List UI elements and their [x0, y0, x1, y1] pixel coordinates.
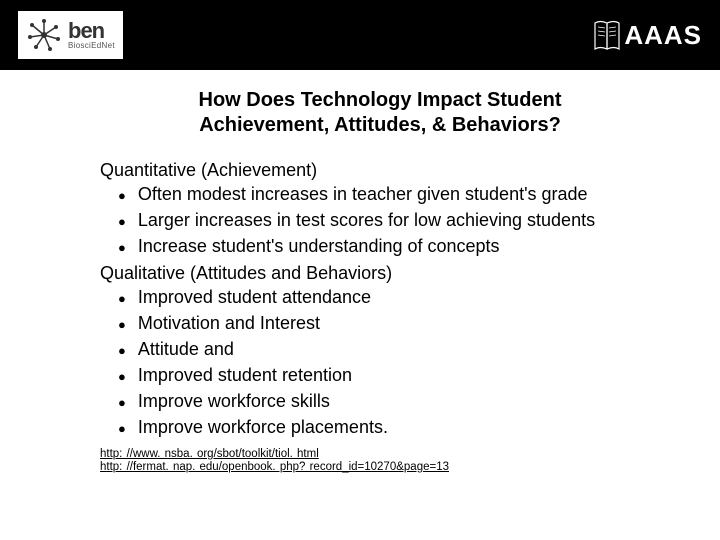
slide-content: How Does Technology Impact Student Achie…	[0, 70, 720, 473]
ben-logo: ben BiosciEdNet	[18, 11, 123, 59]
list-item-text: Larger increases in test scores for low …	[138, 210, 595, 231]
list-item: Improve workforce placements.	[100, 416, 660, 442]
list-item-text: Increase student's understanding of conc…	[138, 236, 500, 257]
aaas-book-icon	[594, 19, 620, 51]
list-item: Attitude and	[100, 338, 660, 364]
list-item: Improved student attendance	[100, 286, 660, 312]
list-item: Motivation and Interest	[100, 312, 660, 338]
list-item-text: Improve workforce skills	[138, 391, 330, 412]
list-item-text: Improved student attendance	[138, 287, 371, 308]
list-item: Increase student's understanding of conc…	[100, 235, 660, 261]
section1-list: Often modest increases in teacher given …	[100, 183, 660, 261]
ben-network-icon	[26, 17, 62, 53]
section2-heading: Qualitative (Attitudes and Behaviors)	[100, 263, 660, 284]
references: http: //www. nsba. org/sbot/toolkit/tiol…	[100, 448, 660, 473]
aaas-logo-text: AAAS	[624, 20, 702, 51]
list-item-text: Motivation and Interest	[138, 313, 320, 334]
reference-link[interactable]: http: //www. nsba. org/sbot/toolkit/tiol…	[100, 448, 660, 460]
list-item: Improve workforce skills	[100, 390, 660, 416]
section2-list: Improved student attendance Motivation a…	[100, 286, 660, 442]
aaas-logo: AAAS	[594, 19, 702, 51]
reference-link[interactable]: http: //fermat. nap. edu/openbook. php? …	[100, 461, 660, 473]
list-item-text: Often modest increases in teacher given …	[138, 184, 588, 205]
list-item: Improved student retention	[100, 364, 660, 390]
list-item-text: Improved student retention	[138, 365, 352, 386]
ben-logo-subtext: BiosciEdNet	[68, 42, 115, 50]
slide-title: How Does Technology Impact Student Achie…	[160, 88, 600, 138]
list-item: Often modest increases in teacher given …	[100, 183, 660, 209]
section1-heading: Quantitative (Achievement)	[100, 160, 660, 181]
list-item: Larger increases in test scores for low …	[100, 209, 660, 235]
ben-logo-text: ben	[68, 20, 115, 42]
list-item-text: Attitude and	[138, 339, 234, 360]
header-bar: ben BiosciEdNet AAAS	[0, 0, 720, 70]
list-item-text: Improve workforce placements.	[138, 417, 388, 438]
